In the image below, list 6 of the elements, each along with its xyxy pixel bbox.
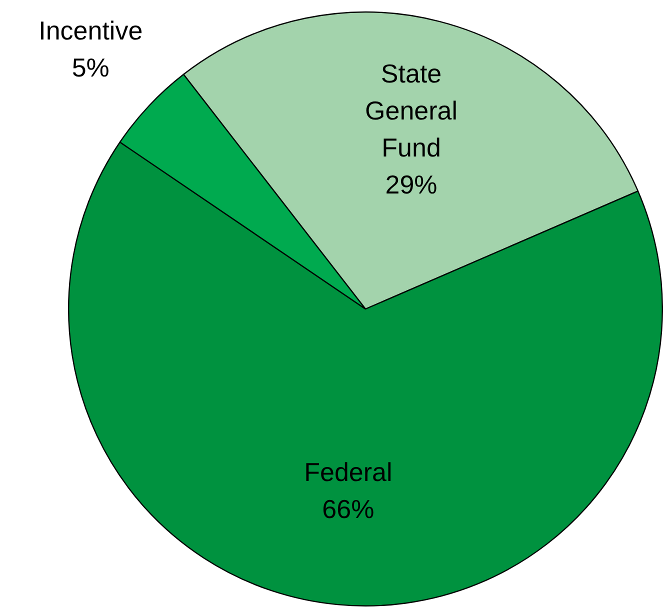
slice-label: Federal <box>304 456 392 487</box>
data-label: 29% <box>385 169 438 200</box>
data-label: 5% <box>72 52 110 83</box>
slice-label: Incentive <box>38 16 143 46</box>
data-label: 66% <box>322 494 374 524</box>
slice-label: State General Fund <box>365 58 458 162</box>
